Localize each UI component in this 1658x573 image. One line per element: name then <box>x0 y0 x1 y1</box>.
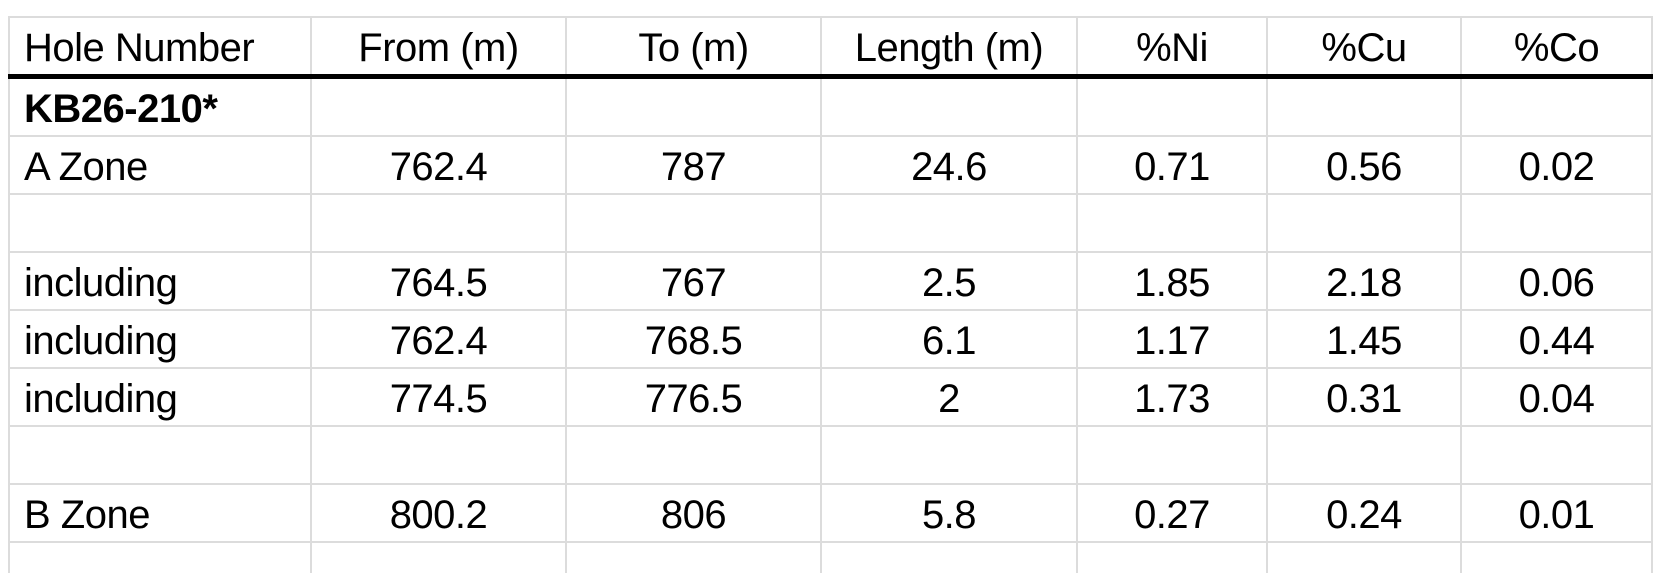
table-cell <box>1460 193 1653 253</box>
table-cell <box>565 75 822 137</box>
cell-including-label: including <box>8 251 312 311</box>
table-cell: 0.71 <box>1076 135 1268 195</box>
table-cell: 24.6 <box>820 135 1078 195</box>
table-cell <box>1076 193 1268 253</box>
table-cell <box>1076 541 1268 573</box>
column-header-ni: %Ni <box>1076 16 1268 79</box>
table-cell <box>1460 541 1653 573</box>
table-cell: 776.5 <box>565 367 822 427</box>
table-cell: 806 <box>565 483 822 543</box>
table-cell: 0.01 <box>1460 483 1653 543</box>
table-cell: 2 <box>820 367 1078 427</box>
table-row-including-3: including 774.5 776.5 2 1.73 0.31 0.04 <box>8 367 1653 427</box>
table-cell <box>820 541 1078 573</box>
assay-results-table: Hole Number From (m) To (m) Length (m) %… <box>8 16 1653 573</box>
table-cell: 0.24 <box>1266 483 1462 543</box>
table-row-b-zone: B Zone 800.2 806 5.8 0.27 0.24 0.01 <box>8 483 1653 543</box>
column-header-hole-number: Hole Number <box>8 16 312 79</box>
column-header-length: Length (m) <box>820 16 1078 79</box>
table-cell: 1.45 <box>1266 309 1462 369</box>
table-cell <box>310 425 567 485</box>
table-cell: 2.18 <box>1266 251 1462 311</box>
cell-including-label: including <box>8 309 312 369</box>
table-cell <box>1076 75 1268 137</box>
column-header-from: From (m) <box>310 16 567 79</box>
table-row-including-1: including 764.5 767 2.5 1.85 2.18 0.06 <box>8 251 1653 311</box>
table-cell: 0.27 <box>1076 483 1268 543</box>
column-header-co: %Co <box>1460 16 1653 79</box>
table-cell <box>565 193 822 253</box>
table-cell: 768.5 <box>565 309 822 369</box>
cell-zone-label: A Zone <box>8 135 312 195</box>
cell-zone-label: B Zone <box>8 483 312 543</box>
table-cell <box>1266 75 1462 137</box>
table-row-including-2: including 762.4 768.5 6.1 1.17 1.45 0.44 <box>8 309 1653 369</box>
table-cell <box>310 193 567 253</box>
table-cell <box>8 425 312 485</box>
table-cell: 0.02 <box>1460 135 1653 195</box>
table-cell <box>8 193 312 253</box>
table-cell: 0.44 <box>1460 309 1653 369</box>
table-cell: 787 <box>565 135 822 195</box>
table-cell <box>565 425 822 485</box>
table-cell: 5.8 <box>820 483 1078 543</box>
table-cell <box>1460 425 1653 485</box>
table-row-spacer <box>8 193 1653 253</box>
table-cell: 1.85 <box>1076 251 1268 311</box>
table-cell: 6.1 <box>820 309 1078 369</box>
table-cell <box>1266 193 1462 253</box>
table-cell: 762.4 <box>310 135 567 195</box>
table-row-hole-number: KB26-210* <box>8 75 1653 137</box>
cell-including-label: including <box>8 367 312 427</box>
table-cell <box>820 75 1078 137</box>
table-cell: 800.2 <box>310 483 567 543</box>
table-cell: 2.5 <box>820 251 1078 311</box>
table-cell <box>310 541 567 573</box>
table-cell: 762.4 <box>310 309 567 369</box>
table-cell: 0.04 <box>1460 367 1653 427</box>
table-row-spacer <box>8 425 1653 485</box>
table-cell <box>1266 541 1462 573</box>
table-cell <box>1460 75 1653 137</box>
table-cell <box>1076 425 1268 485</box>
table-cell <box>1266 425 1462 485</box>
table-cell <box>310 75 567 137</box>
header-row: Hole Number From (m) To (m) Length (m) %… <box>8 16 1653 79</box>
table-cell <box>8 541 312 573</box>
column-header-to: To (m) <box>565 16 822 79</box>
table-cell: 0.31 <box>1266 367 1462 427</box>
table-cell <box>565 541 822 573</box>
table-cell: 1.17 <box>1076 309 1268 369</box>
table-cell: 1.73 <box>1076 367 1268 427</box>
cell-hole-number: KB26-210* <box>8 75 312 137</box>
table-cell: 0.56 <box>1266 135 1462 195</box>
table-cell: 0.06 <box>1460 251 1653 311</box>
table-cell <box>820 193 1078 253</box>
column-header-cu: %Cu <box>1266 16 1462 79</box>
table-cell: 767 <box>565 251 822 311</box>
table-row-spacer <box>8 541 1653 573</box>
table-cell: 764.5 <box>310 251 567 311</box>
table-row-a-zone: A Zone 762.4 787 24.6 0.71 0.56 0.02 <box>8 135 1653 195</box>
table-cell: 774.5 <box>310 367 567 427</box>
table-cell <box>820 425 1078 485</box>
